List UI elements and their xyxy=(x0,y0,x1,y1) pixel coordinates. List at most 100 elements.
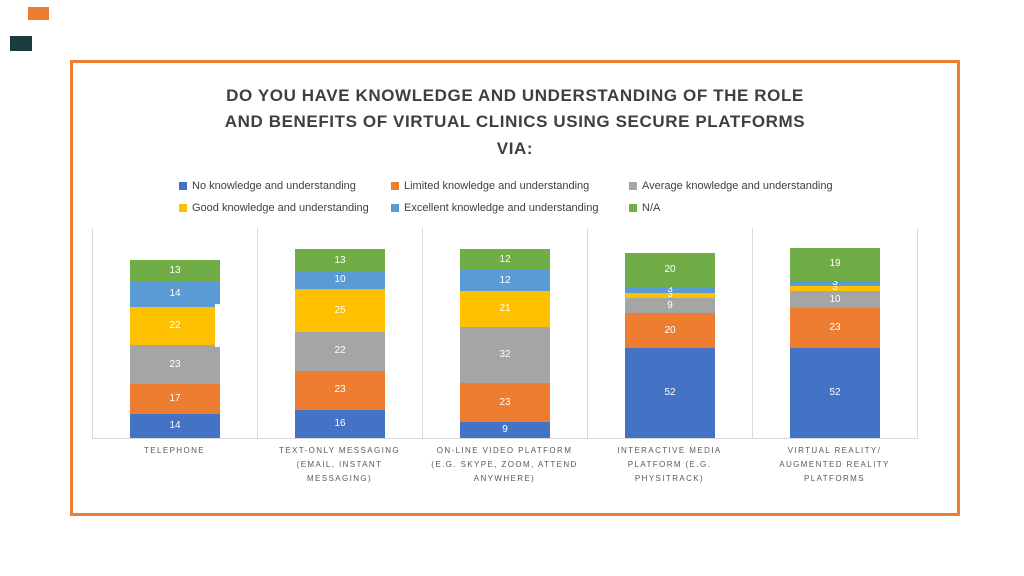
stacked-bar: 52 20 9 3 3 20 xyxy=(625,252,715,438)
data-label: 22 xyxy=(169,319,181,331)
bar-segment: 52 xyxy=(790,348,880,438)
data-label: 10 xyxy=(829,293,841,305)
chart-title-line-2: AND BENEFITS OF VIRTUAL CLINICS USING SE… xyxy=(224,112,806,132)
data-label: 23 xyxy=(334,384,346,396)
bar-segment: 14 xyxy=(130,282,220,307)
data-label: 3 xyxy=(832,277,838,289)
data-label: 20 xyxy=(664,264,676,276)
category-label: TEXT-ONLY MESSAGING (EMAIL, INSTANT MESSAG… xyxy=(279,446,400,483)
legend-row-2: Good knowledge and understanding Excellen… xyxy=(179,197,879,219)
chart-title-line-1: DO YOU HAVE KNOWLEDGE AND UNDERSTANDING … xyxy=(226,86,804,105)
chart-category-cell: 14 17 23 22 14 13 xyxy=(92,228,257,438)
data-label: 22 xyxy=(334,345,346,357)
plot-area: 14 17 23 22 14 13 16 23 22 25 10 13 9 23 32 21 12 12 52 20 9… xyxy=(92,228,918,439)
stacked-bar: 14 17 23 22 14 13 xyxy=(130,259,220,438)
legend-item: No knowledge and understanding xyxy=(179,180,391,192)
legend-label: Limited knowledge and understanding xyxy=(404,180,590,192)
bar-segment: 13 xyxy=(295,249,385,272)
bar-segment: 52 xyxy=(625,348,715,438)
legend-color-swatch xyxy=(179,182,187,190)
stacked-bar: 9 23 32 21 12 12 xyxy=(460,249,550,438)
chart-title: DO YOU HAVE KNOWLEDGE AND UNDERSTANDING … xyxy=(73,83,957,162)
bar-segment: 23 xyxy=(130,344,220,385)
legend-color-swatch xyxy=(629,182,637,190)
bar-segment: 20 xyxy=(625,313,715,348)
data-label: 23 xyxy=(499,396,511,408)
legend-label: Average knowledge and understanding xyxy=(642,180,833,192)
legend-color-swatch xyxy=(391,182,399,190)
data-label: 23 xyxy=(169,358,181,370)
data-label: 9 xyxy=(667,299,673,311)
data-label: 16 xyxy=(334,418,346,430)
bar-segment: 25 xyxy=(295,289,385,333)
data-label: 17 xyxy=(169,393,181,405)
legend-row-1: No knowledge and understanding Limited kn… xyxy=(179,175,879,197)
data-label: 3 xyxy=(667,289,673,301)
bar-segment: 9 xyxy=(460,422,550,438)
bar-segment: 23 xyxy=(790,308,880,348)
bar-segment: 10 xyxy=(295,271,385,290)
data-label: 14 xyxy=(169,288,181,300)
data-label: 9 xyxy=(502,424,508,436)
slide-corner-accent-orange xyxy=(28,7,49,20)
data-label: 12 xyxy=(499,274,511,286)
data-label: 3 xyxy=(667,284,673,296)
chart-category-cell: 16 23 22 25 10 13 xyxy=(257,228,422,438)
data-label: 52 xyxy=(664,387,676,398)
bar-segment: 12 xyxy=(460,249,550,271)
bar-segment: 22 xyxy=(130,306,220,345)
data-label: 13 xyxy=(169,265,181,277)
legend-color-swatch xyxy=(629,204,637,212)
legend-color-swatch xyxy=(391,204,399,212)
data-label: 25 xyxy=(334,304,346,316)
category-labels: TELEPHONE TEXT-ONLY MESSAGING (EMAIL, INST… xyxy=(92,444,917,486)
data-label: 10 xyxy=(334,274,346,286)
legend-label: N/A xyxy=(642,202,661,214)
white-overlay-artifact xyxy=(215,304,237,347)
data-label: 13 xyxy=(334,254,346,266)
bar-segment: 17 xyxy=(130,384,220,414)
stacked-bar: 16 23 22 25 10 13 xyxy=(295,249,385,438)
bar-segment: 32 xyxy=(460,327,550,383)
bar-segment: 22 xyxy=(295,332,385,371)
bar-segment: 3 xyxy=(625,289,715,301)
legend-item: Average knowledge and understanding xyxy=(629,180,879,192)
bar-segment: 23 xyxy=(460,382,550,423)
legend: No knowledge and understanding Limited kn… xyxy=(179,175,879,219)
category-label: INTERACTIVE MEDIA PLATFORM (E.G. PHYSITRAC… xyxy=(617,446,722,483)
bar-segment: 19 xyxy=(790,247,880,281)
legend-label: Excellent knowledge and understanding xyxy=(404,202,599,214)
bar-segment: 10 xyxy=(790,290,880,309)
legend-item: Limited knowledge and understanding xyxy=(391,180,629,192)
bar-segment: 20 xyxy=(625,252,715,288)
chart-title-line-3: VIA: xyxy=(496,138,534,158)
stacked-bar: 52 23 10 3 3 19 xyxy=(790,247,880,438)
data-label: 14 xyxy=(169,419,181,431)
bar-segment: 12 xyxy=(460,270,550,291)
bar-segment: 16 xyxy=(295,410,385,438)
legend-item: Good knowledge and understanding xyxy=(179,202,391,214)
legend-item: Excellent knowledge and understanding xyxy=(391,202,629,214)
chart-category-cell: 52 23 10 3 3 19 xyxy=(752,228,917,438)
bar-segment: 9 xyxy=(625,297,715,314)
data-label: 12 xyxy=(499,253,511,265)
bar-segment: 3 xyxy=(625,284,715,296)
bar-segment: 13 xyxy=(130,259,220,283)
legend-item: N/A xyxy=(629,202,879,214)
category-label: VIRTUAL REALITY/AUGMENTED REALITY PLATFOR… xyxy=(779,446,890,483)
bar-segment: 14 xyxy=(130,413,220,438)
bar-segment: 3 xyxy=(790,277,880,289)
bar-segment: 21 xyxy=(460,290,550,328)
bar-segment: 3 xyxy=(790,282,880,294)
category-label: TELEPHONE xyxy=(143,446,206,455)
legend-label: Good knowledge and understanding xyxy=(192,202,369,214)
data-label: 3 xyxy=(832,282,838,294)
category-label: ON-LINE VIDEO PLATFORM (E.G. SKYPE, ZOOM,… xyxy=(431,446,578,483)
data-label: 23 xyxy=(829,322,841,334)
data-label: 21 xyxy=(499,303,511,315)
slide-content-frame: DO YOU HAVE KNOWLEDGE AND UNDERSTANDING … xyxy=(70,60,960,516)
data-label: 52 xyxy=(829,387,841,398)
data-label: 19 xyxy=(829,258,841,270)
data-label: 20 xyxy=(664,324,676,336)
slide-corner-accent-dark xyxy=(10,36,32,51)
